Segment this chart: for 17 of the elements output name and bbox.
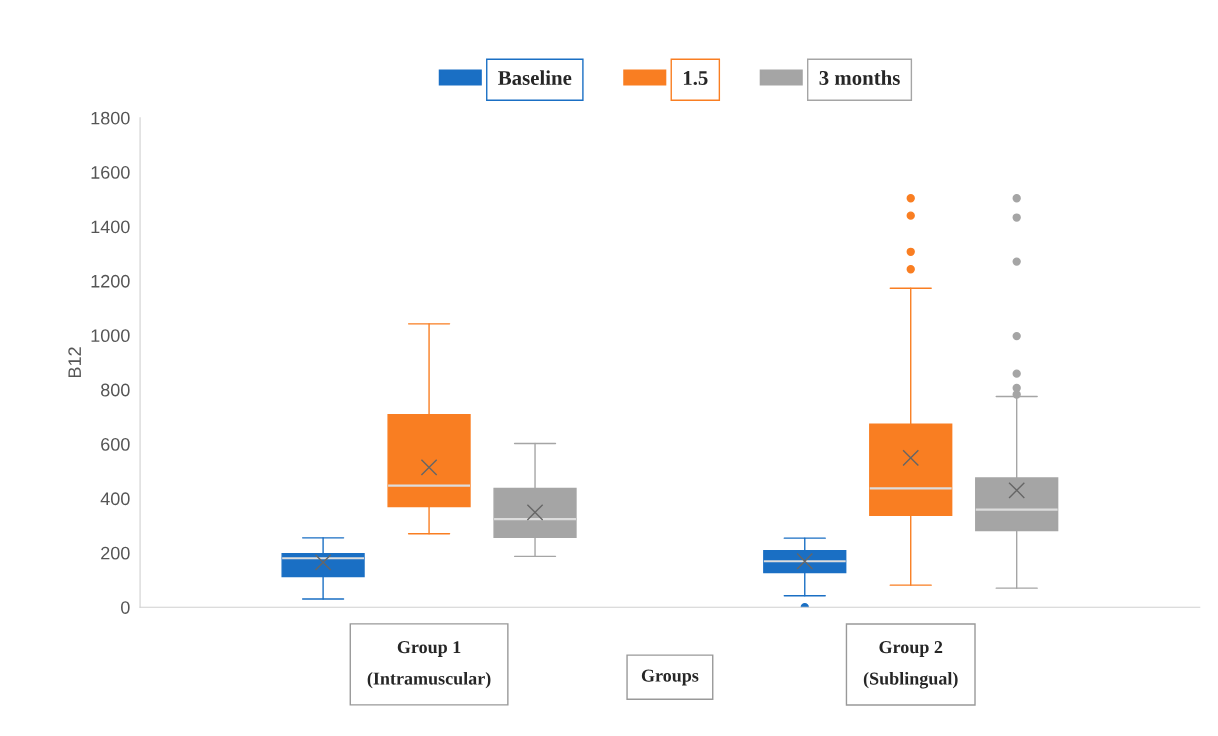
y-tick-label: 200 — [101, 546, 130, 560]
y-tick-label: 1400 — [91, 220, 130, 234]
y-tick-label: 0 — [121, 601, 130, 614]
y-tick-label: 1000 — [91, 329, 130, 343]
x-tick-label: Group 1 (Intramuscular) — [367, 641, 491, 689]
y-tick-label: 600 — [101, 437, 130, 451]
legend-label: 1.5 — [683, 71, 708, 86]
y-tick-label: 800 — [101, 383, 130, 397]
x-tick-label: Group 2 (Sublingual) — [863, 641, 958, 689]
x-axis-title: Groups — [641, 669, 699, 686]
y-tick-label: 1600 — [91, 166, 130, 179]
legend-label: Baseline — [498, 70, 572, 85]
y-tick-label: 1800 — [91, 111, 130, 125]
y-tick-label: 1200 — [91, 274, 130, 288]
legend-label: 3 months — [819, 70, 900, 85]
y-axis-title: B12 — [68, 347, 81, 378]
y-tick-label: 400 — [100, 492, 130, 506]
